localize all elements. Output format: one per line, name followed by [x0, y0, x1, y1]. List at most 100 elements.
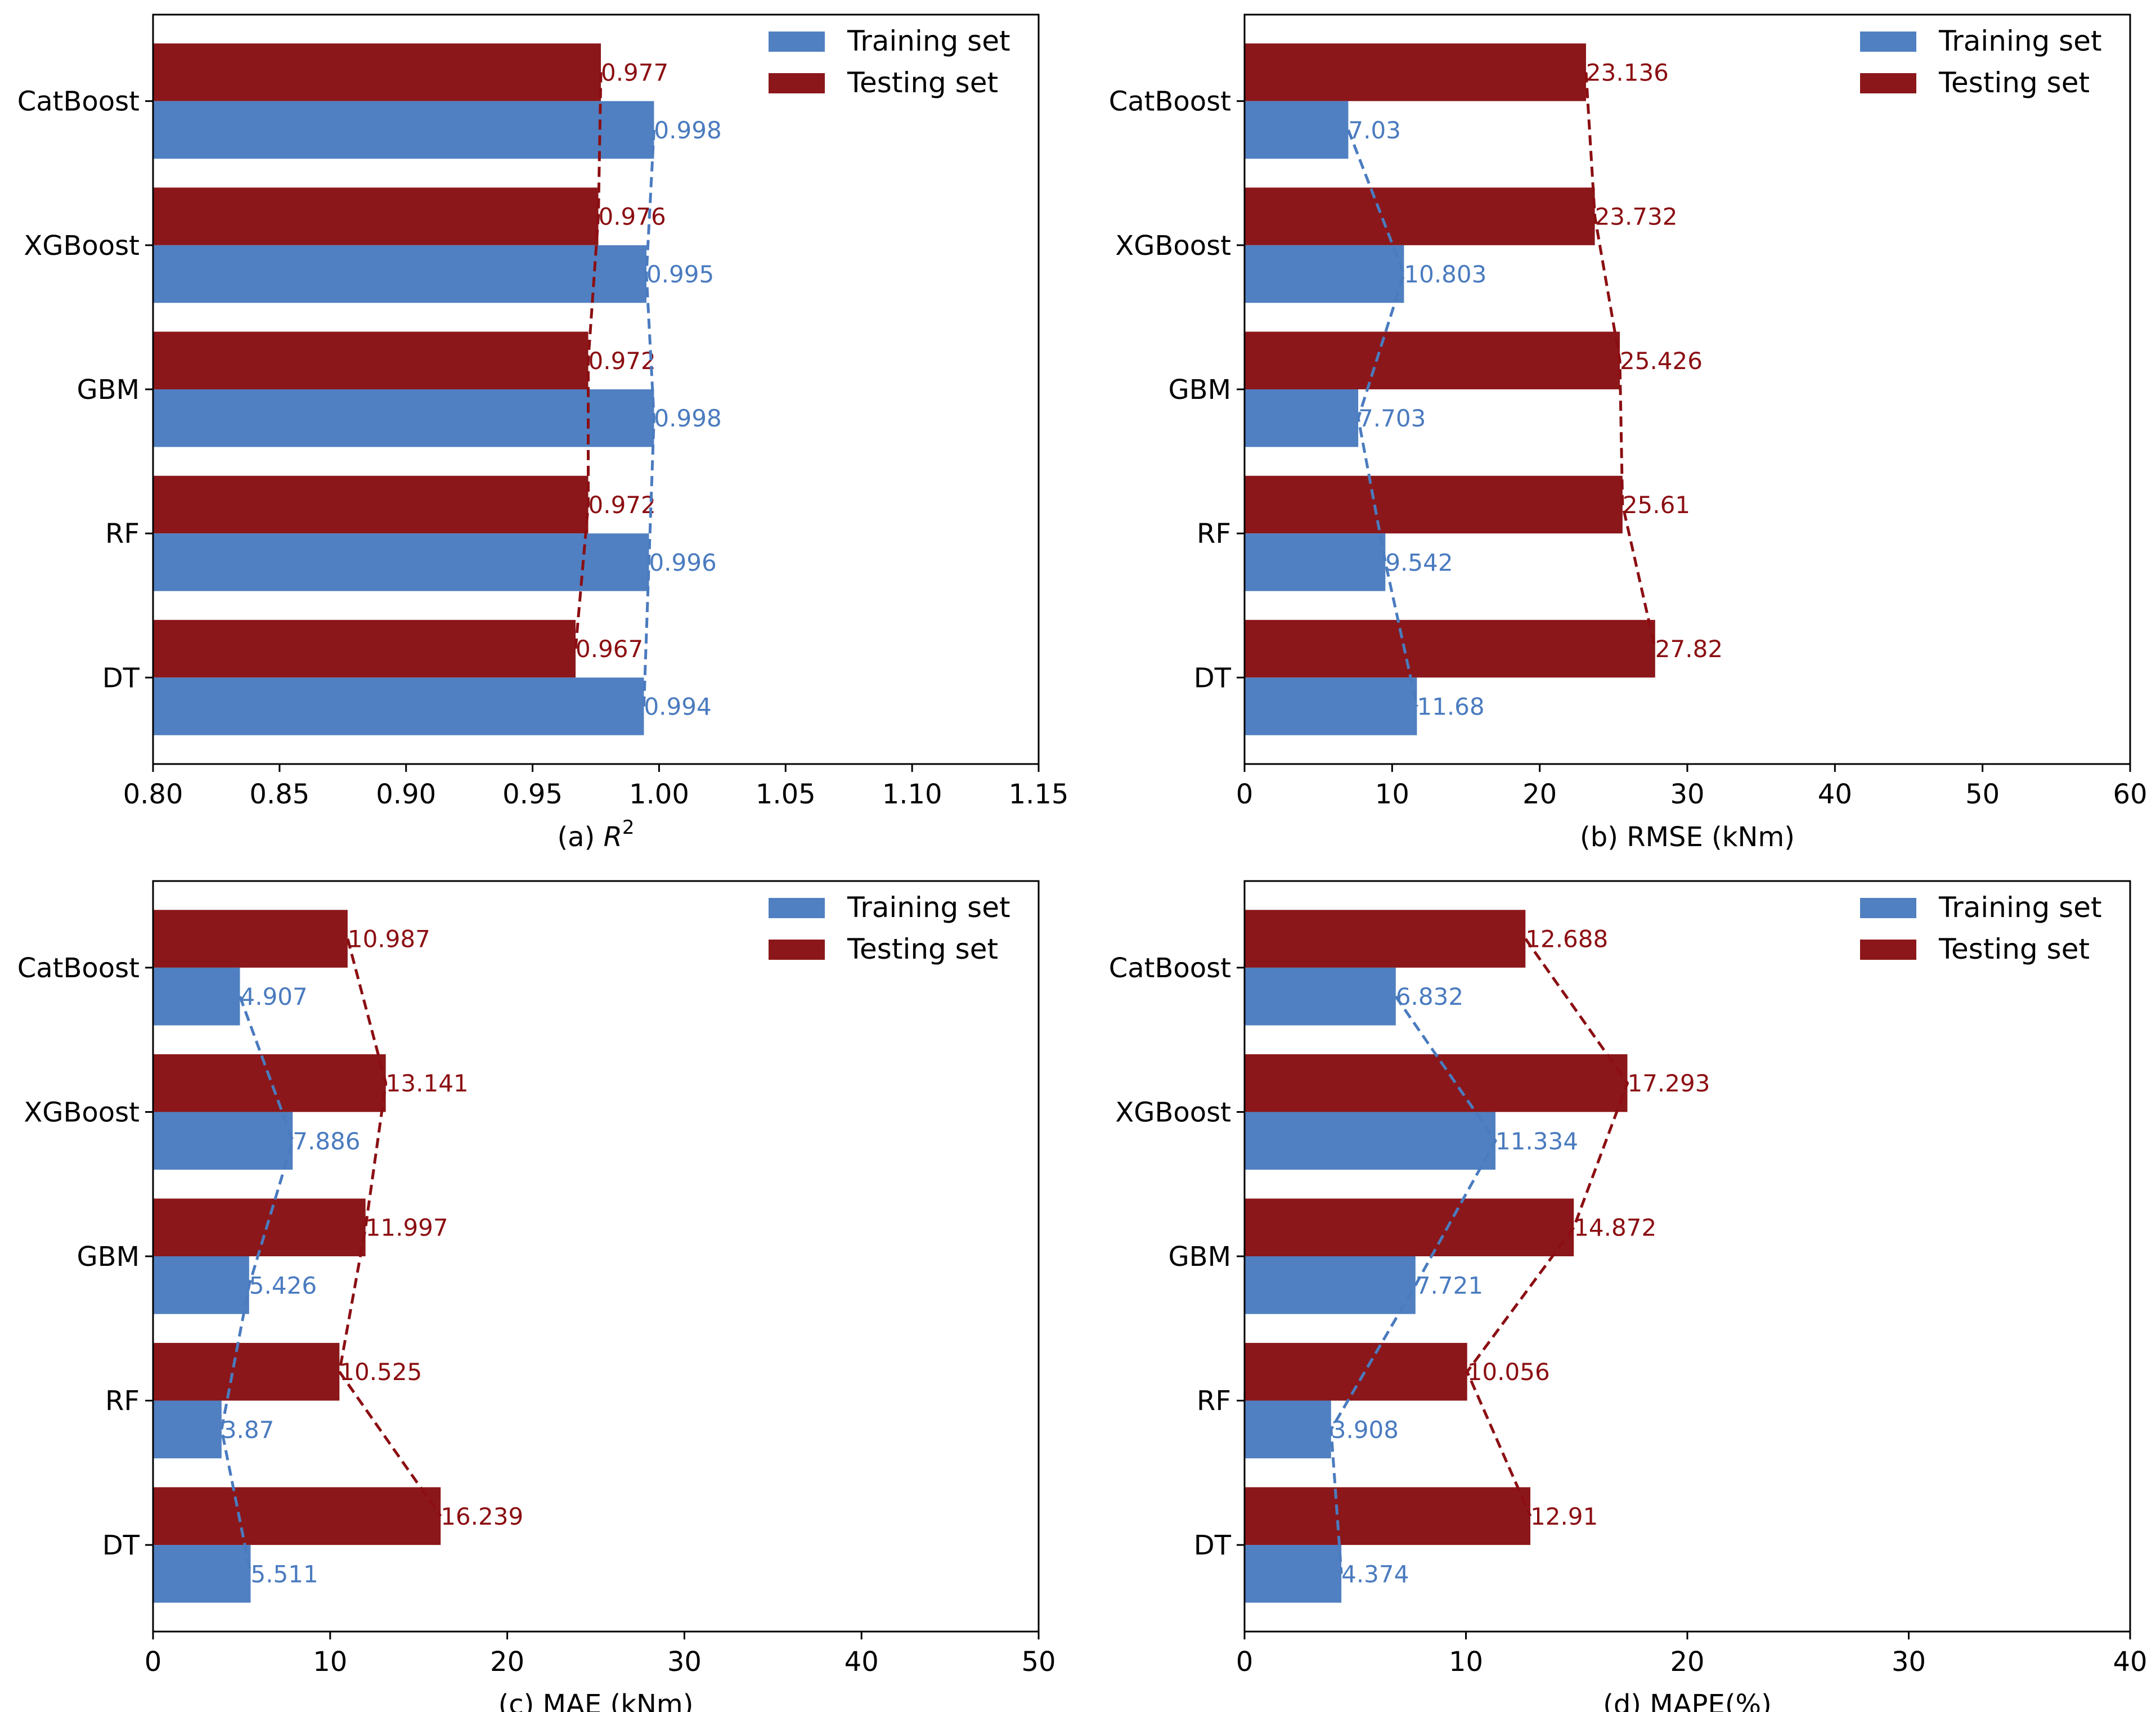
training-bar-gbm [153, 1256, 249, 1314]
training-value-label: 4.907 [240, 983, 307, 1010]
training-bar-xgboost [153, 245, 646, 303]
legend-testing-swatch [1860, 940, 1916, 960]
x-tick-label: 30 [1892, 1646, 1926, 1678]
training-bar-catboost [153, 101, 654, 159]
training-bar-dt [1245, 1545, 1342, 1603]
category-label: XGBoost [24, 230, 140, 262]
training-value-label: 0.994 [644, 693, 711, 721]
x-tick-label: 40 [2113, 1646, 2147, 1678]
training-bar-gbm [1245, 389, 1359, 447]
training-bar-gbm [153, 389, 654, 447]
testing-bar-dt [1245, 619, 1655, 678]
training-bar-rf [153, 1400, 222, 1459]
testing-value-label: 27.82 [1655, 635, 1723, 663]
category-label: RF [1197, 518, 1231, 550]
legend-testing-label: Testing set [847, 933, 998, 965]
x-axis-title: (b) RMSE (kNm) [1580, 821, 1795, 853]
testing-bar-dt [1245, 1487, 1531, 1545]
category-label: CatBoost [17, 952, 140, 984]
x-axis-title: (a) R2 [557, 816, 634, 853]
category-label: XGBoost [1115, 1097, 1231, 1128]
testing-value-label: 10.056 [1467, 1358, 1550, 1386]
legend-training-label: Training set [847, 25, 1010, 57]
testing-value-label: 0.977 [601, 59, 668, 86]
testing-trend-line [338, 938, 442, 1517]
category-label: GBM [77, 1241, 140, 1273]
legend-testing-label: Testing set [847, 66, 998, 99]
legend-training-label: Training set [1938, 25, 2102, 57]
training-value-label: 7.886 [293, 1127, 360, 1155]
x-tick-label: 0.80 [123, 779, 183, 810]
chart-panel-1: 0.977 0.998 CatBoost 0.976 0.995 XGBoost 0.972… [17, 14, 1068, 853]
category-label: RF [105, 518, 140, 550]
x-tick-label: 20 [490, 1646, 524, 1678]
training-bar-catboost [1245, 967, 1396, 1026]
training-value-label: 3.87 [222, 1416, 275, 1444]
training-value-label: 0.998 [654, 116, 721, 144]
testing-bar-rf [153, 475, 589, 534]
testing-bar-catboost [153, 43, 601, 101]
testing-value-label: 0.972 [589, 347, 656, 375]
training-value-label: 5.426 [249, 1271, 317, 1299]
x-tick-label: 30 [667, 1646, 702, 1678]
testing-bar-gbm [153, 331, 589, 389]
category-label: CatBoost [1109, 86, 1231, 118]
category-label: DT [1194, 1530, 1232, 1561]
x-tick-label: 0 [1236, 1646, 1254, 1678]
testing-bar-gbm [1245, 331, 1620, 389]
training-value-label: 5.511 [250, 1560, 318, 1588]
category-label: GBM [77, 374, 140, 406]
category-label: DT [102, 1530, 140, 1561]
category-label: DT [1194, 662, 1232, 694]
category-label: RF [105, 1386, 140, 1417]
testing-value-label: 14.872 [1574, 1214, 1656, 1242]
training-trend-line [1329, 995, 1497, 1574]
legend-training-swatch [1860, 898, 1916, 918]
training-bar-gbm [1245, 1256, 1416, 1314]
training-trend-line [1347, 129, 1418, 707]
chart-panel-4: 12.688 6.832 CatBoost 17.293 11.334 XGBoost 14… [1109, 880, 2148, 1712]
testing-value-label: 12.688 [1525, 925, 1608, 953]
x-tick-label: 50 [1965, 779, 2000, 810]
testing-value-label: 11.997 [366, 1214, 448, 1242]
category-label: GBM [1168, 374, 1231, 406]
x-tick-label: 60 [2113, 779, 2147, 810]
x-tick-label: 0.90 [376, 779, 436, 810]
x-tick-label: 1.10 [882, 779, 942, 810]
category-label: GBM [1168, 1241, 1231, 1273]
x-tick-label: 20 [1522, 779, 1557, 810]
training-bar-xgboost [1245, 1112, 1495, 1170]
training-value-label: 3.908 [1331, 1416, 1399, 1444]
testing-value-label: 23.732 [1595, 203, 1678, 231]
x-tick-label: 10 [1449, 1646, 1483, 1678]
testing-trend-line [574, 72, 603, 649]
legend-testing-swatch [769, 73, 825, 93]
category-label: XGBoost [1115, 230, 1231, 262]
testing-value-label: 16.239 [441, 1503, 523, 1530]
training-bar-rf [1245, 533, 1386, 591]
training-bar-dt [153, 1545, 251, 1603]
testing-value-label: 25.61 [1623, 491, 1690, 519]
legend-training-swatch [769, 32, 825, 52]
category-label: CatBoost [1109, 952, 1231, 984]
training-bar-dt [153, 677, 644, 735]
legend-testing-label: Testing set [1938, 66, 2090, 99]
x-tick-label: 40 [845, 1646, 879, 1678]
x-tick-label: 10 [1375, 779, 1409, 810]
testing-value-label: 13.141 [386, 1070, 469, 1097]
chart-panel-2: 23.136 7.03 CatBoost 23.732 10.803 XGBoost 25.… [1109, 14, 2148, 853]
testing-value-label: 0.976 [598, 203, 666, 231]
testing-bar-xgboost [153, 187, 599, 245]
testing-value-label: 0.972 [589, 491, 656, 519]
training-bar-xgboost [153, 1112, 293, 1170]
axes-frame [152, 880, 1040, 1633]
x-tick-label: 10 [313, 1646, 347, 1678]
training-bar-catboost [1245, 101, 1349, 159]
testing-bar-dt [153, 1487, 441, 1545]
testing-bar-catboost [1245, 910, 1526, 968]
training-value-label: 10.803 [1404, 260, 1486, 288]
testing-bar-gbm [1245, 1198, 1574, 1256]
x-axis-title: (d) MAPE(%) [1603, 1689, 1772, 1712]
training-value-label: 7.703 [1358, 405, 1426, 432]
